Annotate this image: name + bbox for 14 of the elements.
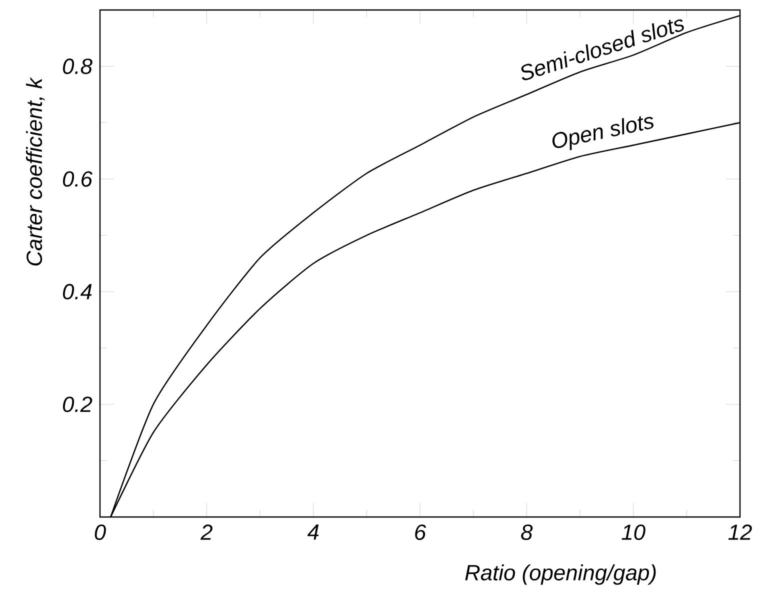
x-tick-label: 10	[622, 524, 646, 540]
y-tick-label: 0.4	[62, 284, 92, 300]
x-tick-label: 8	[521, 524, 533, 540]
y-tick-label: 0.2	[62, 396, 92, 412]
x-tick-label: 12	[728, 524, 752, 540]
x-tick-label: 6	[415, 524, 426, 540]
y-tick-label: 0.8	[62, 58, 92, 74]
x-tick-label: 0	[94, 524, 106, 540]
y-tick-label: 0.6	[62, 171, 92, 187]
x-axis-title: Ratio (opening/gap)	[465, 564, 656, 585]
y-axis-title: Carter coefficient, k	[26, 76, 45, 266]
x-tick-label: 2	[200, 524, 212, 540]
text: Open slots	[552, 116, 654, 150]
x-tick-label: 4	[307, 524, 319, 540]
